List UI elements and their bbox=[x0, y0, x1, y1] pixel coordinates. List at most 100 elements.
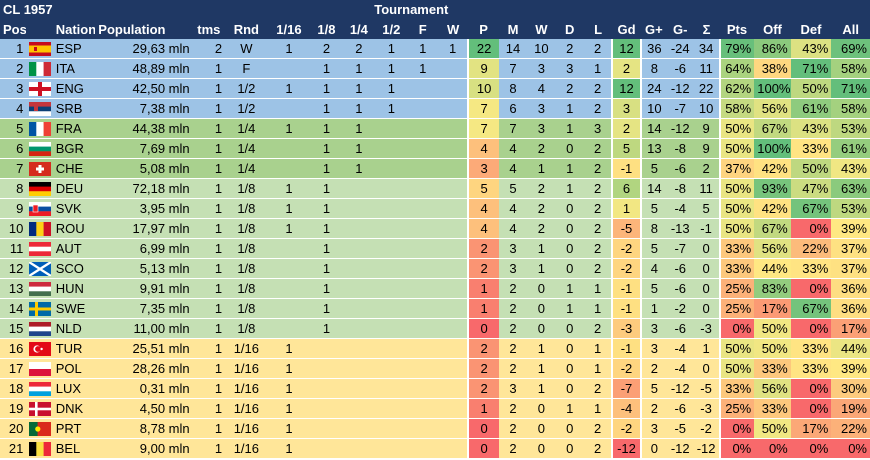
cell-gm: -7 bbox=[667, 98, 694, 119]
cell-r4 bbox=[342, 358, 376, 379]
cell-sum: 0 bbox=[693, 238, 720, 259]
cell-r16: 1 bbox=[267, 378, 311, 399]
cell-sum: -1 bbox=[693, 218, 720, 239]
cell-p: 3 bbox=[467, 158, 499, 179]
cell-rnd: 1/8 bbox=[225, 178, 268, 199]
cell-f bbox=[407, 138, 438, 159]
cell-r2 bbox=[375, 258, 408, 279]
cell-r16 bbox=[267, 98, 311, 119]
cell-population: 29,63 mln bbox=[95, 39, 193, 59]
cell-d: 0 bbox=[555, 358, 584, 379]
cell-r4 bbox=[342, 398, 376, 419]
cell-r4 bbox=[342, 238, 376, 259]
cell-population: 7,38 mln bbox=[95, 98, 193, 119]
cell-def: 33% bbox=[790, 338, 832, 359]
cell-gm: -6 bbox=[667, 258, 694, 279]
cell-tms: 1 bbox=[192, 318, 226, 339]
cell-tms: 1 bbox=[192, 118, 226, 139]
cell-p: 4 bbox=[467, 218, 499, 239]
cell-l: 2 bbox=[583, 178, 613, 199]
cell-pts: 50% bbox=[718, 218, 755, 239]
cell-pts: 25% bbox=[718, 398, 755, 419]
cell-p: 9 bbox=[467, 58, 499, 79]
cell-r16 bbox=[267, 318, 311, 339]
cell-pos: 8 bbox=[0, 178, 27, 199]
col-header-1-16: 1/16 bbox=[267, 20, 311, 39]
swe-flag-icon bbox=[26, 298, 53, 319]
cell-r8: 1 bbox=[310, 278, 343, 299]
cell-r4: 1 bbox=[342, 118, 376, 139]
cell-r8: 1 bbox=[310, 198, 343, 219]
cell-r8: 1 bbox=[310, 78, 343, 99]
header-row: Pos Nation Population tms Rnd 1/16 1/8 1… bbox=[0, 20, 870, 39]
cell-sum: 34 bbox=[693, 39, 720, 59]
cell-pos: 10 bbox=[0, 218, 27, 239]
cell-def: 61% bbox=[790, 98, 832, 119]
cell-m: 2 bbox=[498, 418, 528, 439]
cell-sum: 11 bbox=[693, 58, 720, 79]
cell-def: 50% bbox=[790, 158, 832, 179]
cell-r16: 1 bbox=[267, 198, 311, 219]
cell-rnd: 1/8 bbox=[225, 218, 268, 239]
col-header-all: All bbox=[831, 20, 870, 39]
cell-r8 bbox=[310, 398, 343, 419]
cell-r16: 1 bbox=[267, 438, 311, 459]
cell-off: 86% bbox=[754, 39, 791, 59]
cell-r2 bbox=[375, 198, 408, 219]
cell-gm: -12 bbox=[667, 78, 694, 99]
cell-sum: 2 bbox=[693, 158, 720, 179]
cell-wins: 1 bbox=[527, 378, 556, 399]
col-header-population: Population bbox=[95, 20, 193, 39]
cell-d: 0 bbox=[555, 198, 584, 219]
cell-rnd: W bbox=[225, 39, 268, 59]
cell-l: 2 bbox=[583, 238, 613, 259]
cell-m: 4 bbox=[498, 218, 528, 239]
cell-pos: 16 bbox=[0, 338, 27, 359]
cell-d: 0 bbox=[555, 378, 584, 399]
cell-all: 63% bbox=[831, 178, 870, 199]
cell-r4: 2 bbox=[342, 39, 376, 59]
cell-all: 39% bbox=[831, 358, 870, 379]
cell-l: 2 bbox=[583, 98, 613, 119]
cell-population: 25,51 mln bbox=[95, 338, 193, 359]
ita-flag-icon bbox=[26, 58, 53, 79]
cell-all: 22% bbox=[831, 418, 870, 439]
cell-f bbox=[407, 358, 438, 379]
cell-l: 2 bbox=[583, 218, 613, 239]
cell-r2 bbox=[375, 238, 408, 259]
bgr-flag-icon bbox=[26, 138, 53, 159]
cell-gm: -2 bbox=[667, 298, 694, 319]
cell-m: 2 bbox=[498, 338, 528, 359]
cell-gm: -5 bbox=[667, 418, 694, 439]
cell-r4 bbox=[342, 178, 376, 199]
col-header-wins: W bbox=[527, 20, 556, 39]
cell-all: 53% bbox=[831, 118, 870, 139]
cell-pts: 50% bbox=[718, 338, 755, 359]
cell-pos: 21 bbox=[0, 438, 27, 459]
cell-population: 28,26 mln bbox=[95, 358, 193, 379]
cell-tms: 1 bbox=[192, 298, 226, 319]
cell-population: 72,18 mln bbox=[95, 178, 193, 199]
cell-f bbox=[407, 238, 438, 259]
cell-all: 37% bbox=[831, 258, 870, 279]
cell-r4 bbox=[342, 198, 376, 219]
table-row: 15 NLD 11,00 mln 1 1/8 1 0 2 0 0 2 -3 3 -6 -3 0% 50% 0% 17… bbox=[0, 318, 870, 339]
cell-r16 bbox=[267, 158, 311, 179]
col-header-w: W bbox=[437, 20, 469, 39]
cell-rnd: 1/8 bbox=[225, 318, 268, 339]
cell-def: 33% bbox=[790, 358, 832, 379]
cell-gd: 3 bbox=[611, 98, 642, 119]
cell-r16: 1 bbox=[267, 418, 311, 439]
cell-r2 bbox=[375, 178, 408, 199]
cell-l: 2 bbox=[583, 318, 613, 339]
cell-r8: 1 bbox=[310, 98, 343, 119]
cell-gd: 1 bbox=[611, 198, 642, 219]
cell-sum: 0 bbox=[693, 258, 720, 279]
cell-d: 1 bbox=[555, 118, 584, 139]
cell-gd: -1 bbox=[611, 338, 642, 359]
cell-pts: 0% bbox=[718, 418, 755, 439]
cell-r2 bbox=[375, 278, 408, 299]
cell-nation: ROU bbox=[52, 218, 96, 239]
cell-pts: 50% bbox=[718, 138, 755, 159]
